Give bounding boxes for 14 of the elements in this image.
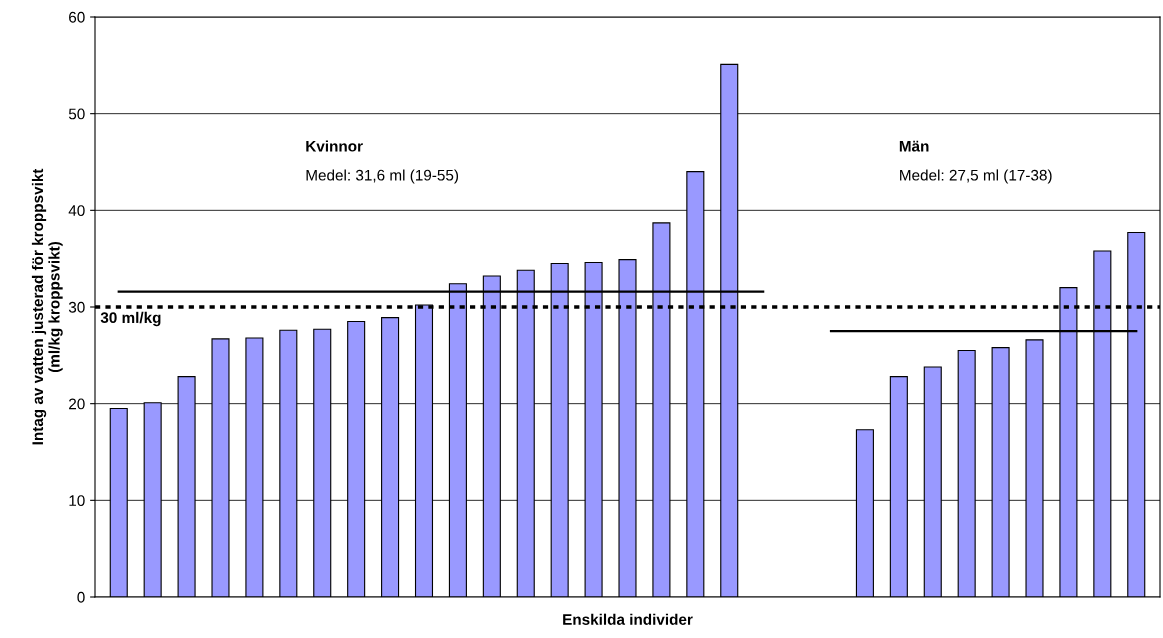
y-tick-label: 0 [77,591,85,603]
x-axis-title: Enskilda individer [563,613,693,625]
annotation: Kvinnor [306,140,363,152]
y-tick-label: 30 [68,301,85,313]
annotation: Medel: 31,6 ml (19-55) [306,169,459,184]
annotation: Medel: 27,5 ml (17-38) [900,169,1052,184]
y-tick-label: 50 [68,108,85,120]
y-tick-label: 40 [68,205,85,217]
annotation: Män [899,140,929,152]
y-tick-label: 60 [69,11,85,23]
y-tick-label: 10 [69,495,85,507]
y-axis-title: Intag av vatten justerad för kroppsvikt (ml/kg kroppsvikt) [31,168,63,445]
ref-line-label: 30 ml/kg [100,311,161,327]
y-tick-label: 20 [69,398,85,410]
